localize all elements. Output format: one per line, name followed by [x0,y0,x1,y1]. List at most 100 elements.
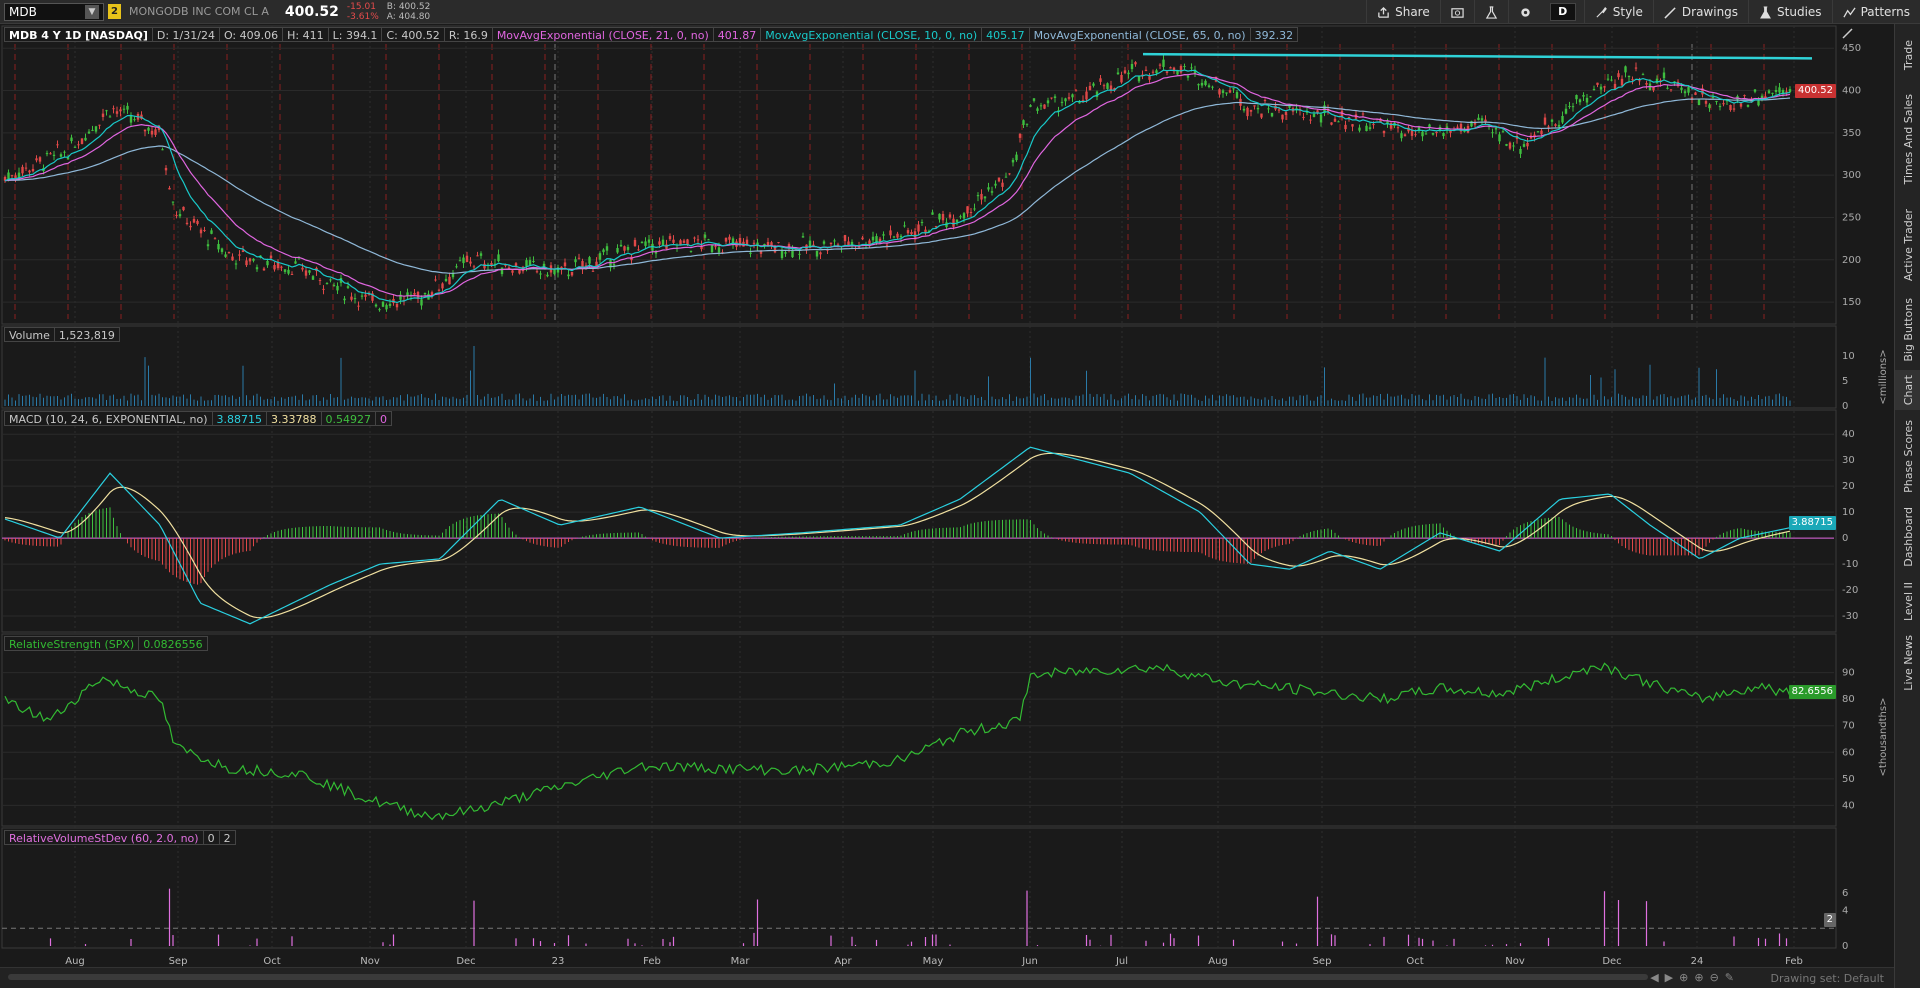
x-axis-label: 24 [1691,956,1704,967]
candle-body [1379,118,1382,123]
chart-canvas[interactable]: Aug Sep Oct Nov Dec 23 Feb Mar Apr May Jun Jul Aug Se… [0,24,1894,967]
scroll-left-icon[interactable]: ◀ [1650,971,1659,984]
candle-body [336,285,339,291]
tab-times-and-sales[interactable]: Times And Sales [1895,84,1920,194]
candle-body [843,235,847,242]
volume-title[interactable]: Volume [4,327,55,342]
drawing-set-label: Drawing set: Default [1770,972,1884,985]
candle-body [1414,134,1417,136]
candle-body [1179,65,1183,73]
candle-body [273,265,276,270]
candle-body [283,269,287,272]
symbol-input[interactable]: MDB ▼ [4,2,104,21]
candle-body [1778,87,1781,93]
tab-trade[interactable]: Trade [1895,32,1920,78]
candle-body [143,129,147,132]
candle-body [105,110,108,112]
candle-body [168,187,171,190]
share-button[interactable]: Share [1366,0,1440,24]
candle-body [609,259,612,268]
candle-body [749,252,752,254]
candle-body [294,261,297,264]
chevron-down-icon[interactable]: ▼ [85,4,99,19]
flask-button[interactable] [1473,0,1508,24]
gear-icon [1521,7,1530,17]
tab-dashboard[interactable]: Dashboard [1895,502,1920,572]
rvol-title[interactable]: RelativeVolumeStDev (60, 2.0, no) [4,830,204,845]
studies-button[interactable]: Studies [1748,0,1832,24]
tab-active-trader[interactable]: Active Trader [1895,200,1920,290]
pencil-icon[interactable]: ✎ [1724,971,1734,984]
candle-body [255,267,259,270]
candle-body [532,260,535,262]
quote-range: R: 16.9 [443,27,493,42]
candle-body [1575,95,1578,100]
candle-body [815,250,819,257]
candle-body [196,220,199,224]
candle-body [227,252,231,254]
tab-big-buttons[interactable]: Big Buttons [1895,296,1920,364]
ema10-label[interactable]: MovAvgExponential (CLOSE, 10, 0, no) [760,27,983,42]
zoom-out-icon[interactable]: ⊖ [1709,971,1719,984]
style-button[interactable]: Style [1583,0,1653,24]
rs-title[interactable]: RelativeStrength (SPX) [4,636,140,651]
share-icon [1378,6,1389,18]
candle-body [1494,127,1498,130]
candle-body [1519,148,1522,154]
candle-body [1470,121,1473,127]
candle-body [325,283,329,285]
candle-body [364,294,367,297]
candle-body [787,244,791,249]
candle-body [469,261,472,264]
macd-title[interactable]: MACD (10, 24, 6, EXPONENTIAL, no) [4,411,213,426]
scroll-track[interactable] [8,974,1648,980]
candle-body [745,239,749,246]
candle-body [1652,87,1655,91]
candle-body [252,258,255,261]
tab-trade-label: Trade [1901,39,1915,71]
candle-body [1043,104,1046,109]
zoom-in-icon[interactable]: ⊕ [1694,971,1704,984]
candle-body [1760,95,1764,100]
candle-body [966,206,969,214]
drawings-button[interactable]: Drawings [1652,0,1748,24]
ema21-label[interactable]: MovAvgExponential (CLOSE, 21, 0, no) [491,27,714,42]
candle-body [1253,105,1256,107]
tab-level-ii[interactable]: Level II [1895,578,1920,626]
ema65-label[interactable]: MovAvgExponential (CLOSE, 65, 0, no) [1028,27,1251,42]
candle-body [1242,108,1246,111]
link-group-badge[interactable]: 2 [108,4,121,19]
zoom-fit-icon[interactable]: ⊕ [1679,971,1689,984]
candle-body [1165,71,1169,73]
candle-body [819,252,822,255]
scroll-right-icon[interactable]: ▶ [1664,971,1674,984]
patterns-button[interactable]: Patterns [1831,0,1920,24]
relative-strength-line [4,662,1791,821]
candle-body [1302,116,1305,118]
settings-button[interactable] [1507,0,1542,24]
candle-body [1606,78,1610,80]
chart-scrollbar[interactable]: ◀ ▶ ⊕ ⊕ ⊖ ✎ Drawing set: Default [0,967,1894,988]
candle-body [1141,74,1144,76]
ema21-value: 401.87 [712,27,762,42]
candle-body [1256,107,1260,110]
macd-axis-label: 20 [1842,481,1855,492]
candle-body [367,294,371,296]
right-sidebar: Trade Times And Sales Active Trader Big … [1894,24,1920,988]
candle-body [535,271,539,273]
snapshot-button[interactable] [1439,0,1474,24]
tab-chart[interactable]: Chart [1895,370,1920,410]
x-axis-label: Feb [1785,956,1803,967]
pencil-icon [1664,6,1676,19]
rs-axis-label: 80 [1842,694,1855,705]
aggregation-button[interactable]: D [1549,3,1576,21]
candle-body [448,276,451,285]
candle-body [875,236,878,244]
volume-axis-label: 10 [1842,351,1855,362]
tab-phase-scores[interactable]: Phase Scores [1895,416,1920,496]
chart-area[interactable]: Aug Sep Oct Nov Dec 23 Feb Mar Apr May Jun Jul Aug Se… [0,24,1894,988]
tab-live-news[interactable]: Live News [1895,632,1920,694]
candle-body [801,236,805,238]
candle-body [682,240,686,243]
candle-body [311,276,315,280]
